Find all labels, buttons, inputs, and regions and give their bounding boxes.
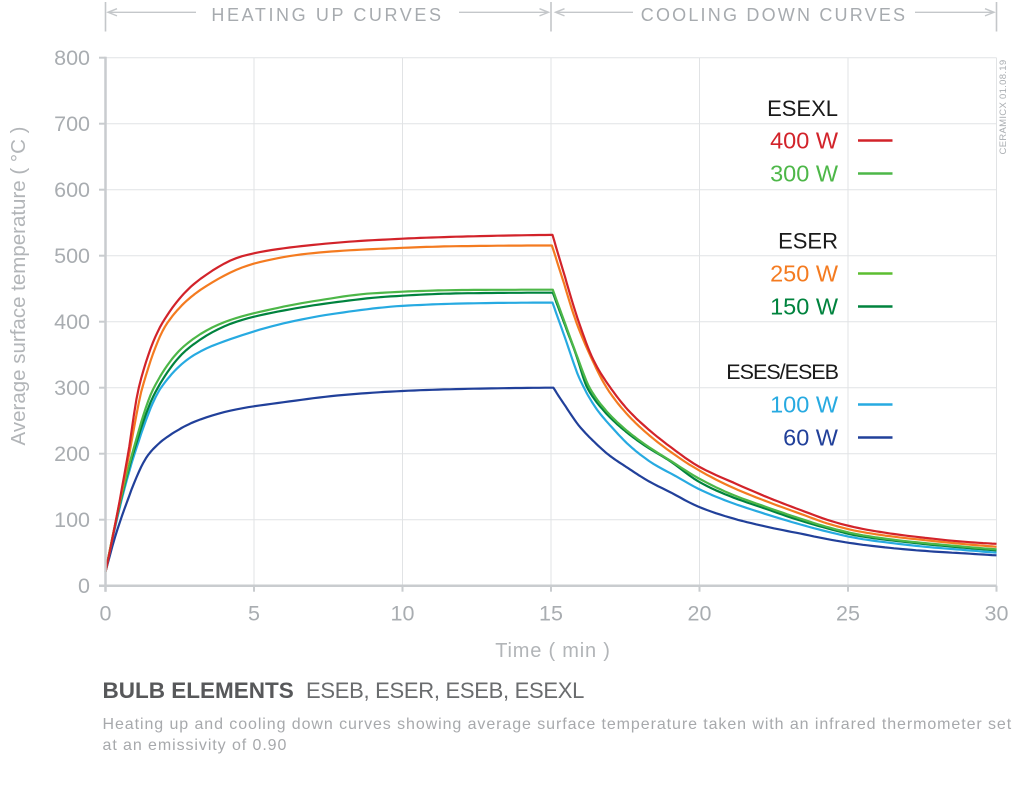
svg-text:0: 0 xyxy=(78,574,90,598)
svg-text:at an emissivity of 0.90: at an emissivity of 0.90 xyxy=(103,737,288,754)
svg-text:Heating up and cooling down cu: Heating up and cooling down curves showi… xyxy=(103,716,1013,733)
svg-text:CERAMICX 01.08.19: CERAMICX 01.08.19 xyxy=(998,60,1009,155)
svg-text:ESER: ESER xyxy=(778,229,838,254)
svg-text:400: 400 xyxy=(54,310,90,334)
svg-text:30: 30 xyxy=(985,602,1009,626)
svg-text:20: 20 xyxy=(688,602,712,626)
svg-text:10: 10 xyxy=(391,602,415,626)
svg-text:700: 700 xyxy=(54,112,90,136)
svg-text:400 W: 400 W xyxy=(770,128,839,154)
svg-text:ESES/ESEB: ESES/ESEB xyxy=(726,360,838,384)
svg-text:60 W: 60 W xyxy=(783,425,839,451)
svg-text:300: 300 xyxy=(54,376,90,400)
svg-text:800: 800 xyxy=(54,46,90,70)
svg-text:600: 600 xyxy=(54,178,90,202)
svg-text:250 W: 250 W xyxy=(770,261,839,287)
svg-text:ESEXL: ESEXL xyxy=(767,96,838,121)
svg-text:100: 100 xyxy=(54,508,90,532)
svg-text:5: 5 xyxy=(248,602,260,626)
svg-text:100 W: 100 W xyxy=(770,392,839,418)
svg-text:Time ( min ): Time ( min ) xyxy=(495,640,611,662)
svg-text:300 W: 300 W xyxy=(770,161,839,187)
svg-text:HEATING UP CURVES: HEATING UP CURVES xyxy=(211,5,443,25)
svg-text:25: 25 xyxy=(836,602,860,626)
svg-text:Average surface temperature (: Average surface temperature ( °C ) xyxy=(7,127,30,446)
svg-text:200: 200 xyxy=(54,442,90,466)
svg-text:0: 0 xyxy=(100,602,112,626)
svg-text:15: 15 xyxy=(539,602,563,626)
svg-text:150 W: 150 W xyxy=(770,294,839,320)
svg-text:500: 500 xyxy=(54,244,90,268)
svg-text:COOLING DOWN CURVES: COOLING DOWN CURVES xyxy=(641,5,908,25)
svg-text:BULB ELEMENTS: BULB ELEMENTS xyxy=(103,678,294,703)
svg-text:ESEB, ESER, ESEB, ESEXL: ESEB, ESER, ESEB, ESEXL xyxy=(306,678,584,703)
